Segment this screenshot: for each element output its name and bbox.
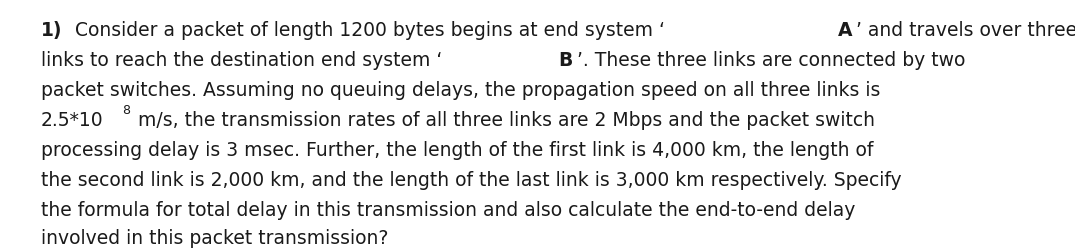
Text: m/s, the transmission rates of all three links are 2 Mbps and the packet switch: m/s, the transmission rates of all three… — [132, 111, 875, 130]
Text: B: B — [559, 51, 573, 70]
Text: 2.5*10: 2.5*10 — [41, 111, 103, 130]
Text: involved in this packet transmission?: involved in this packet transmission? — [41, 229, 388, 248]
Text: 1): 1) — [41, 21, 62, 40]
Text: ’ and travels over three: ’ and travels over three — [857, 21, 1075, 40]
Text: processing delay is 3 msec. Further, the length of the first link is 4,000 km, t: processing delay is 3 msec. Further, the… — [41, 141, 873, 160]
Text: 8: 8 — [121, 104, 130, 117]
Text: A: A — [837, 21, 852, 40]
Text: the second link is 2,000 km, and the length of the last link is 3,000 km respect: the second link is 2,000 km, and the len… — [41, 171, 902, 190]
Text: packet switches. Assuming no queuing delays, the propagation speed on all three : packet switches. Assuming no queuing del… — [41, 81, 880, 100]
Text: ’. These three links are connected by two: ’. These three links are connected by tw… — [577, 51, 965, 70]
Text: Consider a packet of length 1200 bytes begins at end system ‘: Consider a packet of length 1200 bytes b… — [69, 21, 664, 40]
Text: links to reach the destination end system ‘: links to reach the destination end syste… — [41, 51, 442, 70]
Text: the formula for total delay in this transmission and also calculate the end-to-e: the formula for total delay in this tran… — [41, 201, 856, 220]
